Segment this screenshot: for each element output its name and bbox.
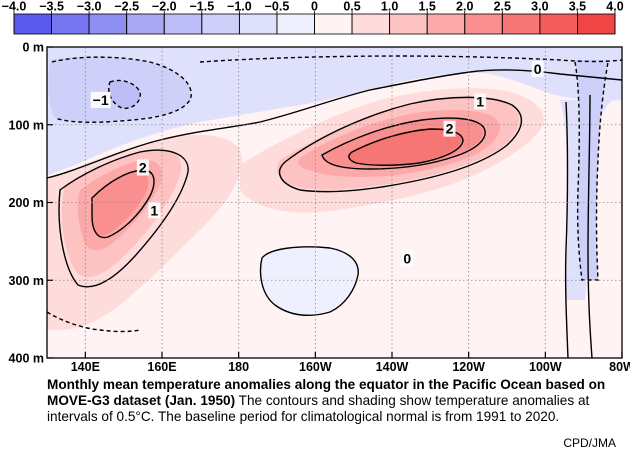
y-tick-label: 400 m [9,352,44,366]
credit-label: CPD/JMA [563,436,616,450]
chart-description: The contours and shading show temperatur… [47,393,590,424]
colorbar-tick-label: 2.0 [456,0,473,14]
contour-label-bg [531,60,544,77]
colorbar-tick-label: −1.0 [227,0,252,14]
cool-east-core [575,60,608,280]
contour-label-bg [474,93,487,110]
warm-east-25 [347,128,462,165]
contour-label: 2 [139,160,147,176]
contour-label-bg [148,202,161,219]
colorbar-bin [389,13,428,35]
colorbar: −4.0 −3.5 −3.0 −2.5 −2.0 −1.5 −1.0 −0.5 0 0.5 1.0 1… [2,0,624,35]
y-tick-label: 100 m [9,118,44,132]
contour-zero [47,69,622,179]
x-tick-label: 160W [299,360,332,374]
colorbar-bin [351,13,391,35]
y-tick-label: 200 m [9,196,44,210]
colorbar-tick-label: −1.5 [189,0,214,14]
colorbar-bin [163,13,203,35]
colorbar-tick-label: −4.0 [2,0,27,14]
colorbar-tick-label: 0 [311,0,318,14]
contour-two-east [321,117,486,170]
x-tick-label: 160E [147,360,176,374]
colorbar-bin [201,13,240,35]
contour-zero-east2 [587,94,593,358]
colorbar-tick-label: −3.5 [39,0,64,14]
x-tick-label: 120W [452,360,485,374]
contour-neg-west [51,56,192,123]
colorbar-tick-label: 3.5 [569,0,586,14]
contour-neg1-west [108,79,141,109]
colorbar-tick-label: −0.5 [265,0,290,14]
colorbar-bin [13,13,52,35]
x-tick-label: 140W [376,360,409,374]
y-tick-label: 300 m [9,274,44,288]
contour-label: 0 [403,250,411,266]
colorbar-tick-label: 3.0 [531,0,548,14]
y-tick-label: 0 m [22,41,44,55]
colorbar-tick-label: 1.0 [381,0,398,14]
contour-one-east [278,96,523,193]
colorbar-bin [314,13,353,35]
contour-neg-east [574,61,609,281]
contour-label: −1 [93,92,109,108]
chart-title: Monthly mean temperature anomalies along… [47,377,606,408]
colorbar-bin [426,13,466,35]
x-tick-label: 140E [71,360,100,374]
contour-zero-east [564,101,569,358]
colorbar-bin [577,13,616,35]
figure-caption: Monthly mean temperature anomalies along… [47,377,622,425]
x-tick-label: 180 [228,360,249,374]
warm-west-2 [92,172,149,236]
cool-patch [260,246,359,316]
contour-neg-upper [199,55,622,63]
colorbar-bin [51,13,90,35]
contour-one-west [58,149,189,288]
contour-label-bg [90,91,111,108]
x-tick-label: 100W [529,360,562,374]
colorbar-tick-label: −2.5 [114,0,139,14]
colorbar-bin [126,13,165,35]
contour-label-bg [136,159,149,176]
contour-label-bg [401,250,414,267]
contour-label: 1 [476,93,484,109]
colorbar-bin [238,13,278,35]
colorbar-tick-label: −2.0 [152,0,177,14]
colorbar-bin [88,13,128,35]
colorbar-tick-label: 0.5 [343,0,360,14]
colorbar-tick-label: −3.0 [77,0,102,14]
colorbar-tick-label: 4.0 [606,0,623,14]
colorbar-bin [501,13,541,35]
cool-layer-west-core2 [108,80,141,109]
colorbar-tick-label: 1.5 [418,0,435,14]
contour-neg-deep [47,311,141,333]
cool-east [560,95,622,300]
contour-label: 2 [446,121,454,137]
cool-layer-upper [47,47,622,175]
x-tick-label: 80W [609,360,630,374]
colorbar-bin [276,13,315,35]
colorbar-tick-label: 2.5 [494,0,511,14]
colorbar-bin [464,13,503,35]
contour-twofive-east [348,128,464,166]
colorbar-bin [539,13,578,35]
contour-two-west [91,169,155,239]
contour-label-bg [443,120,456,137]
contour-label: 1 [150,202,158,218]
contour-label: 0 [534,61,542,77]
